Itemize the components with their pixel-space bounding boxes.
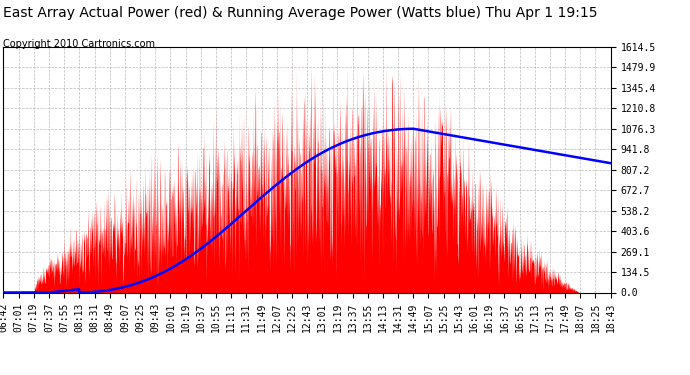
Text: Copyright 2010 Cartronics.com: Copyright 2010 Cartronics.com xyxy=(3,39,155,50)
Text: East Array Actual Power (red) & Running Average Power (Watts blue) Thu Apr 1 19:: East Array Actual Power (red) & Running … xyxy=(3,6,598,20)
